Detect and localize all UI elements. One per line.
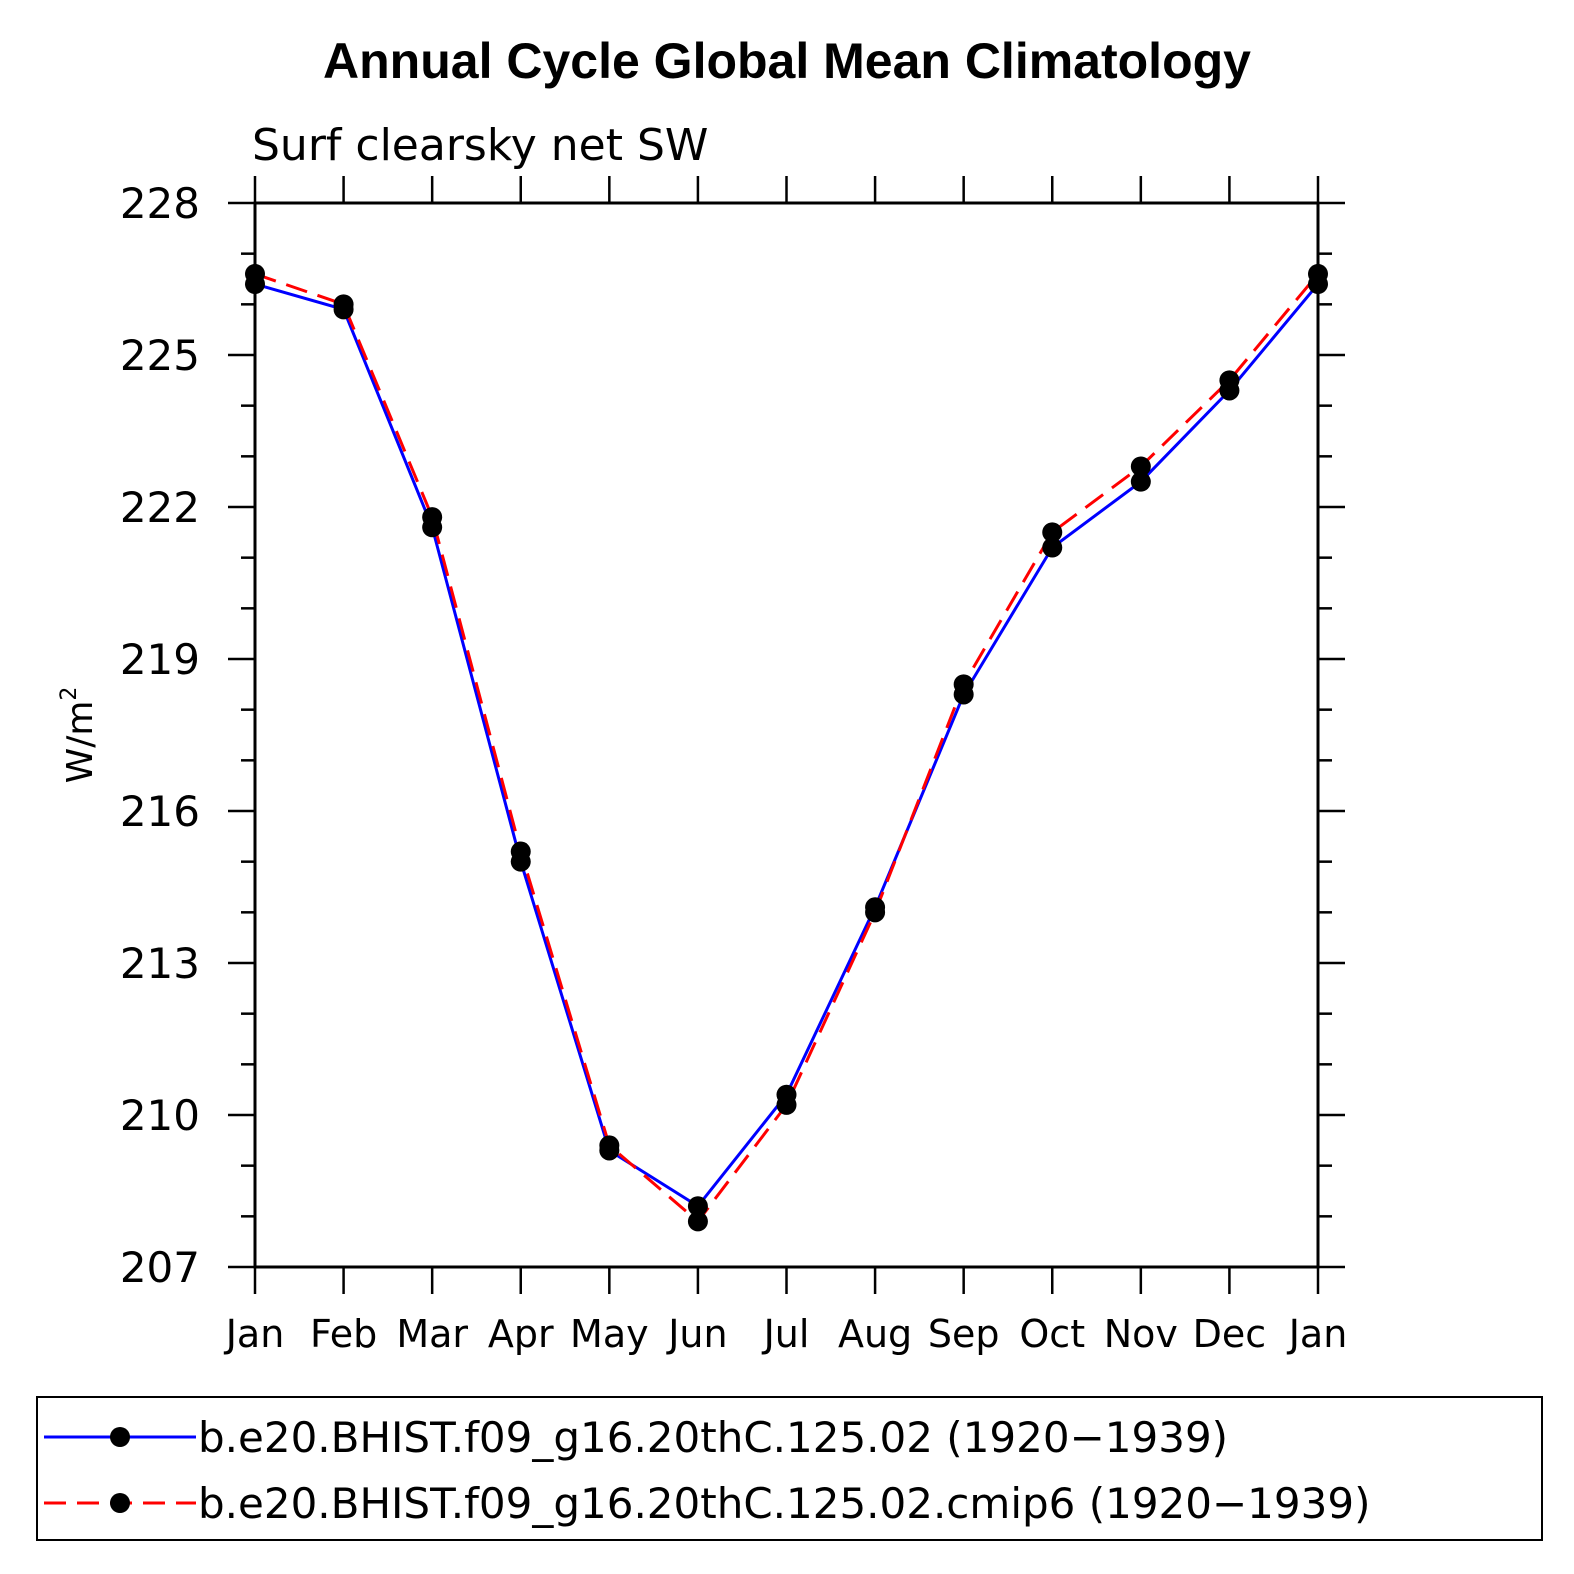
series-2-point (1219, 370, 1240, 391)
series-2-point (245, 263, 265, 284)
y-tick-label: 213 (120, 939, 200, 988)
y-tick-label: 216 (120, 787, 200, 836)
x-tick-label: Jan (1287, 1312, 1348, 1356)
legend-box (36, 1396, 1543, 1541)
x-tick-label: Feb (310, 1312, 377, 1356)
series-2-point (333, 294, 354, 315)
legend-label-1: b.e20.BHIST.f09_g16.20thC.125.02 (1920−1… (198, 1413, 1228, 1462)
series-1-point (687, 1196, 708, 1217)
x-tick-label: Sep (928, 1312, 1000, 1356)
x-tick-label: Dec (1193, 1312, 1267, 1356)
series-1-point (1042, 537, 1063, 558)
y-tick-label: 210 (120, 1091, 200, 1140)
x-tick-label: Jun (666, 1312, 727, 1356)
y-tick-label: 207 (120, 1243, 200, 1292)
series-2-point (599, 1135, 620, 1156)
legend: b.e20.BHIST.f09_g16.20thC.125.02 (1920−1… (36, 1396, 1543, 1541)
x-tick-label: Aug (838, 1312, 912, 1356)
x-tick-label: Apr (488, 1312, 554, 1356)
series-2-point (687, 1211, 708, 1232)
legend-marker-1 (110, 1427, 130, 1447)
y-axis-label-superscript: 2 (57, 687, 82, 701)
series-2-point (953, 674, 974, 695)
x-tick-label: Jul (762, 1312, 810, 1356)
x-tick-label: May (570, 1312, 649, 1356)
axes: 207 210 213 216 219 222 225 228 Jan Feb Mar Apr May J… (120, 176, 1347, 1356)
series-2-point (422, 507, 443, 528)
y-tick-label: 222 (120, 483, 200, 532)
x-tick-label: Nov (1104, 1312, 1178, 1356)
series-layer (245, 263, 1328, 1232)
chart-title: Annual Cycle Global Mean Climatology (323, 33, 1251, 89)
x-tick-label: Mar (396, 1312, 468, 1356)
x-tick-label: Oct (1019, 1312, 1085, 1356)
y-axis-label-unit: W/m (60, 701, 101, 784)
series-2-point (865, 902, 886, 923)
x-tick-label: Jan (224, 1312, 285, 1356)
y-tick-label: 228 (120, 179, 200, 228)
series-1-point (1130, 471, 1151, 492)
legend-label-2: b.e20.BHIST.f09_g16.20thC.125.02.cmip6 (… (198, 1479, 1370, 1528)
series-line-2 (254, 272, 1320, 1224)
legend-marker-2 (110, 1493, 130, 1513)
series-2-point (776, 1094, 797, 1115)
y-axis-label: W/m2 (57, 687, 101, 784)
chart-subtitle: Surf clearsky net SW (252, 120, 708, 171)
series-2-point (1308, 263, 1328, 284)
series-2-point (1042, 522, 1063, 543)
y-tick-label: 225 (120, 331, 200, 380)
series-line-1 (254, 282, 1320, 1209)
y-tick-label: 219 (120, 635, 200, 684)
series-2-point (1130, 456, 1151, 477)
series-2-point (510, 841, 531, 862)
